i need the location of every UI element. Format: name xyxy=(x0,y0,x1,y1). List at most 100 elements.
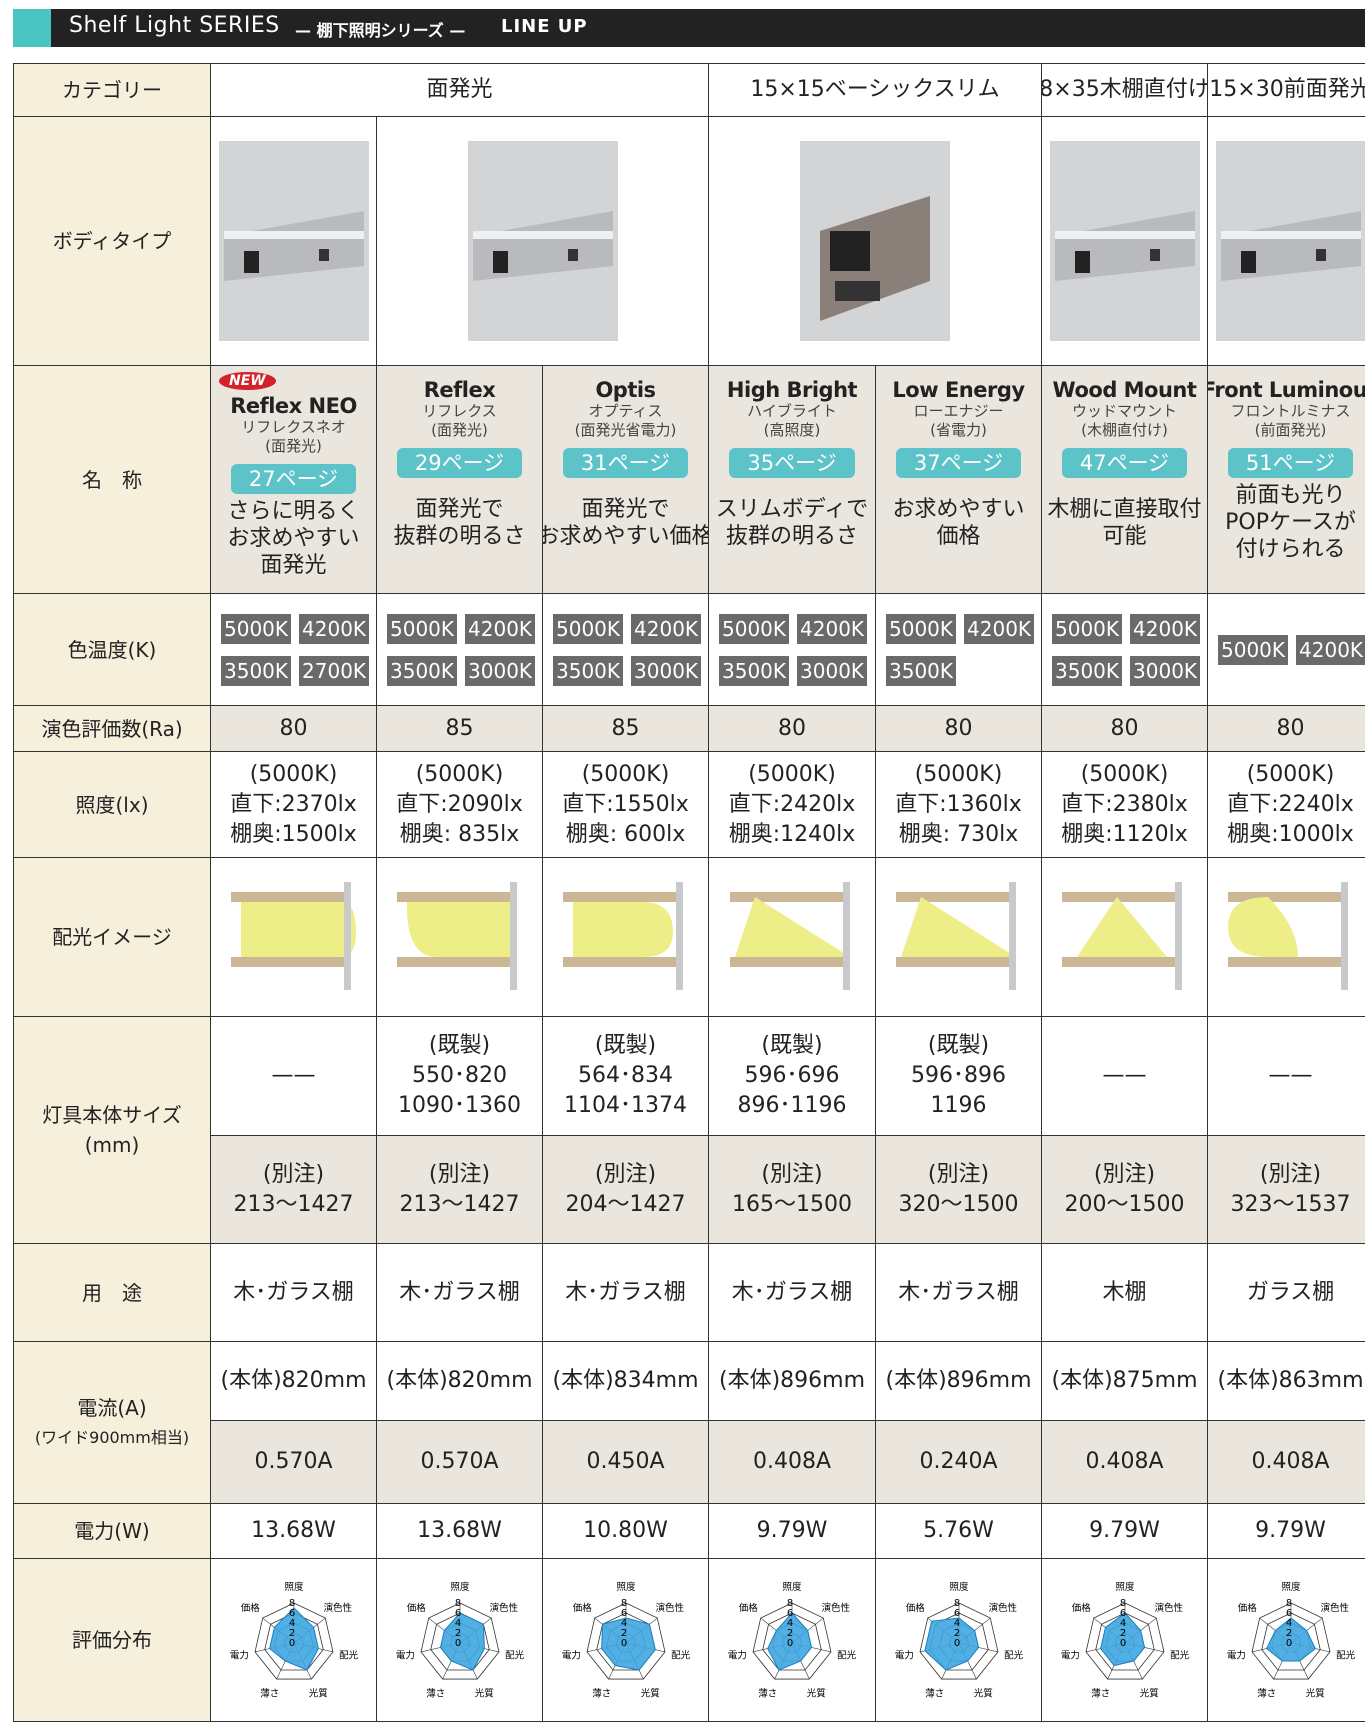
current-value: 0.570A xyxy=(254,1449,333,1474)
current-length-cell: (本体)820mm xyxy=(211,1342,377,1421)
lux-cell: (5000K) 直下:1360lx 棚奥: 730lx xyxy=(876,752,1042,858)
radar-tick-label: 2 xyxy=(1119,1628,1125,1639)
light-image-cell xyxy=(1208,858,1365,1017)
body-image-cell xyxy=(1208,117,1365,366)
size-standard-cell: (既製) 550･820 1090･1360 xyxy=(377,1017,543,1136)
profile-top xyxy=(1220,231,1361,239)
color-temp-badge: 3000K xyxy=(1130,655,1201,686)
size-line: 320〜1500 xyxy=(898,1191,1019,1217)
radar-cell: 8 6 4 2 0 照度 演色性 配光 光質 薄さ 電力 価格 xyxy=(211,1559,377,1722)
radar-axis-label: 価格 xyxy=(1237,1602,1257,1614)
radar-tick-label: 4 xyxy=(454,1618,460,1629)
radar-area xyxy=(1265,1617,1316,1662)
current-cell: 0.450A xyxy=(543,1421,709,1504)
light-image-cell xyxy=(543,858,709,1017)
body-photo xyxy=(800,141,950,341)
radar-tick-label: 8 xyxy=(787,1598,793,1609)
page-badge: 51ページ xyxy=(1227,448,1354,478)
catch-copy: 面発光で お求めやすい価格 xyxy=(543,496,708,550)
catch-copy: スリムボディで 抜群の明るさ xyxy=(716,496,868,550)
size-standard-cell: (既製) 596･896 1196 xyxy=(876,1017,1042,1136)
product-type: (高照度) xyxy=(763,421,821,439)
use-cell: 木･ガラス棚 xyxy=(543,1244,709,1342)
light-image-cell xyxy=(709,858,876,1017)
shelf-top xyxy=(231,892,346,902)
radar-axis-label: 演色性 xyxy=(822,1602,851,1614)
shelf-bottom xyxy=(729,957,845,967)
radar-axis-label: 演色性 xyxy=(323,1602,352,1614)
size-line: (別注) xyxy=(1259,1161,1322,1187)
page-badge: 27ページ xyxy=(230,464,357,494)
catch-line: 抜群の明るさ xyxy=(725,524,858,549)
radar-area xyxy=(767,1612,813,1671)
size-line: 213〜1427 xyxy=(233,1191,354,1217)
page-badge: 35ページ xyxy=(729,448,855,478)
current-length: (本体)875mm xyxy=(1051,1368,1198,1393)
category-cell: 面発光 xyxy=(211,63,709,117)
size-line: 323〜1537 xyxy=(1230,1191,1351,1217)
shelf-top xyxy=(1062,892,1177,902)
catch-line: さらに明るく xyxy=(227,499,360,524)
current-length-cell: (本体)820mm xyxy=(377,1342,543,1421)
size-custom-cell: (別注) 165〜1500 xyxy=(709,1136,876,1244)
radar-tick-label: 0 xyxy=(787,1638,793,1649)
current-cell: 0.408A xyxy=(1042,1421,1208,1504)
page-badge: 31ページ xyxy=(562,448,689,478)
color-temp-badge: 4200K xyxy=(964,613,1035,644)
current-length-cell: (本体)896mm xyxy=(709,1342,876,1421)
radar-tick-label: 2 xyxy=(620,1628,626,1639)
radar-axis-label: 薄さ xyxy=(1091,1687,1110,1699)
row-label-note: (ワイド900mm相当) xyxy=(34,1427,190,1447)
ra-value: 85 xyxy=(445,715,474,741)
radar-axis-label: 照度 xyxy=(949,1581,969,1593)
catch-line: お求めやすい xyxy=(227,526,360,551)
radar-ring xyxy=(263,1612,324,1671)
current-length: (本体)820mm xyxy=(220,1368,367,1393)
power-cell: 9.79W xyxy=(1208,1504,1365,1559)
use-cell: 木･ガラス棚 xyxy=(377,1244,543,1342)
product-name: Reflex xyxy=(423,378,496,402)
light-diagram xyxy=(1228,882,1348,990)
body-photo xyxy=(1215,141,1365,341)
radar-area xyxy=(439,1612,485,1671)
lux-line: 直下:1550lx xyxy=(562,791,689,817)
row-label-cell: 名 称 xyxy=(13,366,211,594)
radar-axis-label: 演色性 xyxy=(988,1602,1017,1614)
size-standard-cell: —— xyxy=(211,1017,377,1136)
lux-line: 直下:2090lx xyxy=(396,791,523,817)
radar-axis-label: 薄さ xyxy=(1257,1687,1276,1699)
profile-slot xyxy=(1074,251,1090,273)
current-value: 0.408A xyxy=(752,1449,832,1474)
ra-cell: 80 xyxy=(1042,706,1208,752)
row-label-cell: 電流(A) (ワイド900mm相当) xyxy=(13,1342,211,1504)
ra-value: 80 xyxy=(778,715,806,741)
catch-line: お求めやすい xyxy=(892,497,1025,522)
body-image-cell xyxy=(1042,117,1208,366)
color-temp-badge: 4200K xyxy=(631,613,702,644)
shelf-top xyxy=(563,892,678,902)
size-line: 200〜1500 xyxy=(1064,1191,1185,1217)
lux-line: 棚奥: 600lx xyxy=(565,821,686,847)
row-label: 電流(A) xyxy=(77,1395,147,1420)
radar-axis-label: 価格 xyxy=(572,1602,592,1614)
catch-line: POPケースが xyxy=(1225,510,1356,535)
row-label-cell: 演色評価数(Ra) xyxy=(13,706,211,752)
radar-axis-label: 光質 xyxy=(1305,1687,1324,1699)
radar-axis-label: 照度 xyxy=(782,1581,802,1593)
size-line: (既製) xyxy=(927,1033,990,1058)
color-temp-cell: 5000K 4200K 3500K 2700K xyxy=(211,594,377,706)
radar-tick-label: 0 xyxy=(953,1638,959,1649)
body-photo xyxy=(218,141,369,341)
radar-cell: 8 6 4 2 0 照度 演色性 配光 光質 薄さ 電力 価格 xyxy=(876,1559,1042,1722)
radar-tick-label: 8 xyxy=(953,1598,959,1609)
ra-cell: 80 xyxy=(709,706,876,752)
power-value: 10.80W xyxy=(583,1518,668,1543)
size-standard-cell: —— xyxy=(1042,1017,1208,1136)
current-length-cell: (本体)863mm xyxy=(1208,1342,1365,1421)
catch-line: 面発光で xyxy=(581,497,670,522)
light-area xyxy=(573,902,673,957)
shelf-top xyxy=(1228,892,1343,902)
category-cell: 15×15ベーシックスリム xyxy=(709,63,1042,117)
current-length: (本体)896mm xyxy=(885,1368,1032,1393)
radar-tick-label: 6 xyxy=(620,1608,626,1619)
